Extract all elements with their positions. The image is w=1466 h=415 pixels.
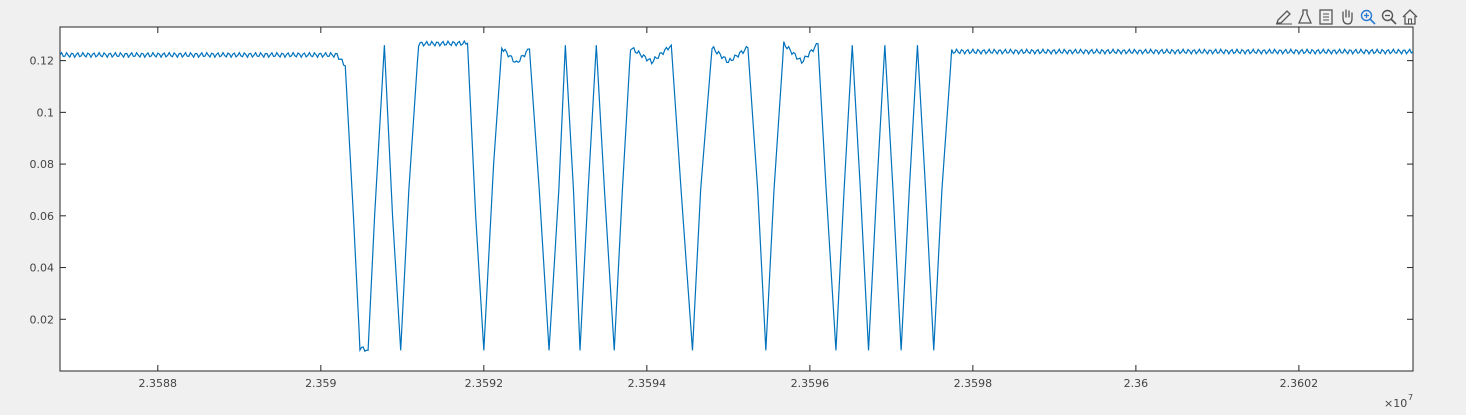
insert-legend-icon <box>1297 9 1313 24</box>
series-line <box>60 39 1413 353</box>
edit-plot-button[interactable] <box>1274 7 1294 27</box>
zoom-in-icon <box>1360 9 1376 25</box>
x-tick-label: 2.3592 <box>465 377 504 390</box>
zoom-in-button[interactable] <box>1358 7 1378 27</box>
y-tick-label: 0.1 <box>37 106 55 119</box>
y-tick-label: 0.12 <box>30 55 55 68</box>
axes-box <box>59 26 1414 372</box>
x-tick-label: 2.3602 <box>1280 377 1319 390</box>
edit-plot-icon <box>1276 10 1292 25</box>
zoom-out-icon <box>1381 9 1397 25</box>
y-axis: 0.02 0.04 0.06 0.08 0.1 0.12 <box>30 55 1413 326</box>
zoom-out-button[interactable] <box>1379 7 1399 27</box>
x-tick-label: 2.3596 <box>791 377 830 390</box>
x-tick-label: 2.359 <box>305 377 337 390</box>
brush-data-icon <box>1319 9 1333 25</box>
x-tick-label: 2.36 <box>1124 377 1149 390</box>
insert-legend-button[interactable] <box>1295 7 1315 27</box>
x-tick-label: 2.3588 <box>139 377 178 390</box>
x-exponent-base: ×10 <box>1384 397 1407 410</box>
y-tick-label: 0.08 <box>30 158 55 171</box>
x-exponent-power: 7 <box>1408 393 1413 402</box>
y-tick-label: 0.04 <box>30 262 55 275</box>
axes-toolbar <box>1274 7 1420 27</box>
brush-data-button[interactable] <box>1316 7 1336 27</box>
y-tick-label: 0.02 <box>30 313 55 326</box>
y-tick-label: 0.06 <box>30 210 55 223</box>
home-icon <box>1402 9 1418 25</box>
x-tick-label: 2.3594 <box>628 377 667 390</box>
x-tick-label: 2.3598 <box>954 377 993 390</box>
home-button[interactable] <box>1400 7 1420 27</box>
x-axis: 2.3588 2.359 2.3592 2.3594 2.3596 2.3598 2.36 2… <box>139 27 1319 390</box>
pan-button[interactable] <box>1337 7 1357 27</box>
pan-icon <box>1342 9 1353 25</box>
